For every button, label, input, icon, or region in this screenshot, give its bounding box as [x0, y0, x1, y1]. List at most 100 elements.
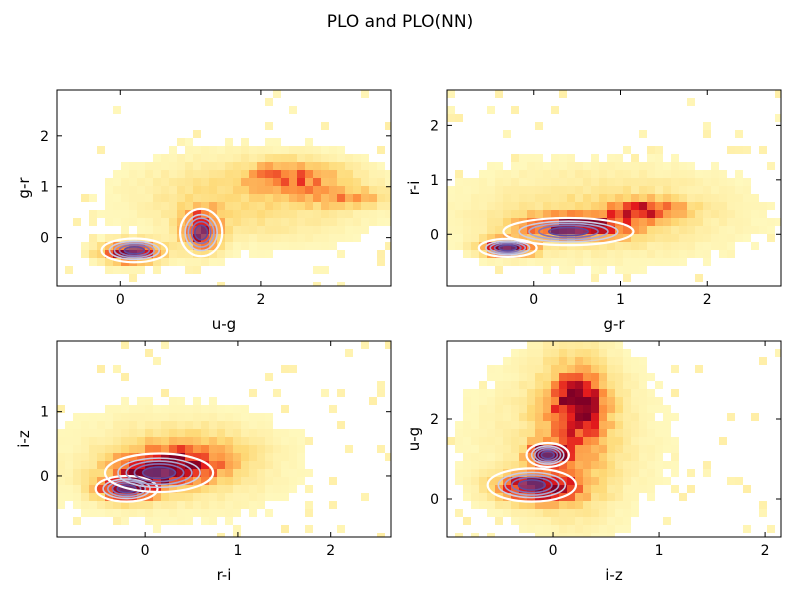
histogram-cell [551, 242, 559, 250]
histogram-cell [193, 485, 201, 493]
histogram-cell [241, 493, 249, 501]
histogram-cell [249, 242, 257, 250]
histogram-cell [137, 453, 145, 461]
histogram-cell [631, 501, 639, 509]
histogram-cell [257, 146, 265, 154]
histogram-cell [329, 170, 337, 178]
histogram-cell [241, 437, 249, 445]
histogram-cell [345, 445, 353, 453]
histogram-cell [631, 445, 639, 453]
histogram-cell [607, 509, 615, 517]
histogram-cell [185, 178, 193, 186]
histogram-cell [153, 357, 161, 365]
histogram-cell [567, 210, 575, 218]
histogram-cell [193, 421, 201, 429]
histogram-cell [281, 365, 289, 373]
histogram-cell [535, 178, 543, 186]
histogram-cell [583, 485, 591, 493]
histogram-cell [551, 162, 559, 170]
histogram-cell [289, 453, 297, 461]
histogram-cell [615, 429, 623, 437]
histogram-cell [209, 517, 217, 525]
histogram-cell [169, 210, 177, 218]
histogram-cell [361, 210, 369, 218]
histogram-cell [599, 453, 607, 461]
histogram-cell [463, 250, 471, 258]
histogram-cell [503, 397, 511, 405]
histogram-cell [599, 405, 607, 413]
histogram-cell [113, 266, 121, 274]
histogram-cell [487, 210, 495, 218]
histogram-cell [519, 389, 527, 397]
histogram-cell [273, 469, 281, 477]
histogram-cell [631, 186, 639, 194]
histogram-cell [257, 445, 265, 453]
histogram-cell [575, 453, 583, 461]
histogram-cell [551, 525, 559, 533]
histogram-cell [313, 170, 321, 178]
histogram-cell [655, 405, 663, 413]
histogram-cell [615, 469, 623, 477]
histogram-cell [607, 341, 615, 349]
histogram-cell [583, 258, 591, 266]
histogram-cell [241, 234, 249, 242]
histogram-cell [479, 218, 487, 226]
histogram-cell [377, 218, 385, 226]
histogram-cell [217, 477, 225, 485]
histogram-cell [647, 461, 655, 469]
histogram-cell [735, 477, 743, 485]
histogram-cell [161, 162, 169, 170]
histogram-cell [377, 381, 385, 389]
histogram-cell [647, 421, 655, 429]
histogram-cell [519, 397, 527, 405]
histogram-cell [671, 218, 679, 226]
histogram-cell [599, 517, 607, 525]
histogram-cell [193, 405, 201, 413]
histogram-cell [153, 258, 161, 266]
histogram-cell [209, 429, 217, 437]
histogram-cell [495, 429, 503, 437]
histogram-cell [527, 525, 535, 533]
histogram-cell [305, 162, 313, 170]
histogram-cell [567, 429, 575, 437]
histogram-cell [487, 258, 495, 266]
histogram-cell [727, 226, 735, 234]
histogram-cell [559, 90, 567, 98]
histogram-cell [719, 242, 727, 250]
histogram-cell [743, 178, 751, 186]
histogram-cell [599, 218, 607, 226]
histogram-cell [623, 453, 631, 461]
histogram-cell [177, 509, 185, 517]
histogram-cell [551, 210, 559, 218]
histogram-cell [265, 477, 273, 485]
histogram-cell [599, 445, 607, 453]
histogram-cell [377, 170, 385, 178]
histogram-cell [591, 266, 599, 274]
histogram-cell [81, 493, 89, 501]
histogram-cell [663, 250, 671, 258]
histogram-cell [233, 525, 241, 533]
histogram-cell [615, 477, 623, 485]
histogram-cell [455, 234, 463, 242]
histogram-cell [671, 437, 679, 445]
histogram-cell [265, 493, 273, 501]
histogram-cell [695, 194, 703, 202]
histogram-cell [289, 210, 297, 218]
histogram-cell [265, 469, 273, 477]
histogram-cell [463, 397, 471, 405]
histogram-cell [607, 194, 615, 202]
histogram-cell [567, 357, 575, 365]
histogram-cell [265, 413, 273, 421]
histogram-cell [225, 250, 233, 258]
histogram-cell [567, 250, 575, 258]
histogram-cell [113, 437, 121, 445]
histogram-cell [161, 234, 169, 242]
histogram-cell [575, 485, 583, 493]
histogram-cell [511, 186, 519, 194]
histogram-cell [105, 421, 113, 429]
histogram-cell [113, 210, 121, 218]
histogram-cell [137, 186, 145, 194]
histogram-cell [727, 186, 735, 194]
histogram-cell [273, 429, 281, 437]
histogram-cell [495, 210, 503, 218]
